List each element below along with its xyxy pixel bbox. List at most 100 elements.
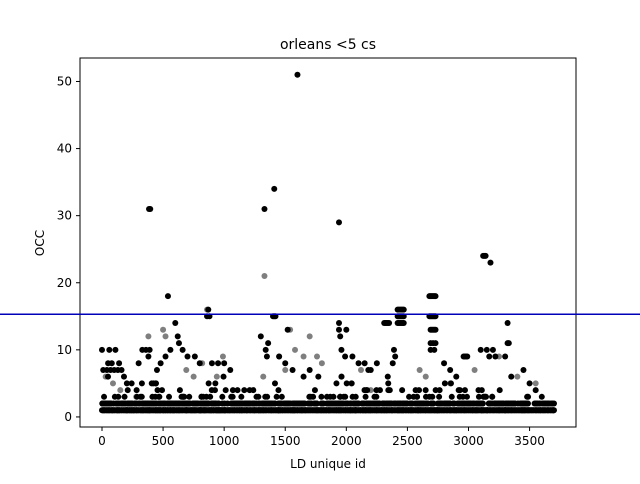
data-point xyxy=(373,387,380,394)
data-point xyxy=(153,366,160,373)
data-point xyxy=(416,387,423,394)
data-point xyxy=(250,387,257,394)
data-point xyxy=(487,259,494,266)
data-point xyxy=(124,387,131,394)
plot-area xyxy=(0,57,640,428)
data-point xyxy=(106,346,113,353)
data-point xyxy=(432,293,439,300)
x-tick-label: 1500 xyxy=(270,434,301,448)
data-point xyxy=(496,387,503,394)
data-point xyxy=(441,360,448,367)
data-point xyxy=(349,353,356,360)
data-point xyxy=(373,360,380,367)
data-point xyxy=(390,346,397,353)
data-point xyxy=(365,366,372,373)
data-point xyxy=(110,400,117,407)
x-tick-label: 2000 xyxy=(331,434,362,448)
data-point xyxy=(262,346,269,353)
data-point xyxy=(220,373,227,380)
data-point xyxy=(399,387,406,394)
data-point xyxy=(253,393,260,400)
data-point xyxy=(227,366,234,373)
data-point xyxy=(102,373,109,380)
data-point xyxy=(300,353,307,360)
data-point xyxy=(229,393,236,400)
data-point xyxy=(330,393,337,400)
data-point xyxy=(118,366,125,373)
data-point xyxy=(430,400,437,407)
data-point xyxy=(456,387,463,394)
data-point xyxy=(489,346,496,353)
data-point xyxy=(489,393,496,400)
data-point xyxy=(477,346,484,353)
data-point xyxy=(186,393,193,400)
data-point xyxy=(343,326,350,333)
data-point xyxy=(315,373,322,380)
data-point xyxy=(479,400,486,407)
data-point xyxy=(525,393,532,400)
data-point xyxy=(318,393,325,400)
data-point xyxy=(282,360,289,367)
data-point xyxy=(145,333,152,340)
data-point xyxy=(406,393,413,400)
data-point xyxy=(108,360,115,367)
data-point xyxy=(436,393,443,400)
x-tick-label: 1000 xyxy=(209,434,240,448)
data-point xyxy=(429,393,436,400)
data-point xyxy=(261,205,268,212)
data-point xyxy=(133,393,140,400)
data-point xyxy=(550,407,557,414)
data-point xyxy=(333,380,340,387)
data-point xyxy=(538,393,545,400)
data-point xyxy=(338,346,345,353)
data-point xyxy=(532,387,539,394)
data-point xyxy=(482,252,489,259)
data-point xyxy=(432,326,439,333)
data-point xyxy=(464,353,471,360)
data-point xyxy=(448,393,455,400)
data-point xyxy=(179,393,186,400)
data-point xyxy=(156,393,163,400)
y-tick-label: 50 xyxy=(57,74,72,88)
data-point xyxy=(313,400,320,407)
data-point xyxy=(116,360,123,367)
data-point xyxy=(184,353,191,360)
data-point xyxy=(300,373,307,380)
data-point xyxy=(511,400,518,407)
data-point xyxy=(196,360,203,367)
data-point xyxy=(416,366,423,373)
data-point xyxy=(408,400,415,407)
data-point xyxy=(361,360,368,367)
data-point xyxy=(166,393,173,400)
data-point xyxy=(392,353,399,360)
data-point xyxy=(215,360,222,367)
data-point xyxy=(342,353,349,360)
data-point xyxy=(343,380,350,387)
data-point xyxy=(335,326,342,333)
data-point xyxy=(431,346,438,353)
data-point xyxy=(348,380,355,387)
data-point xyxy=(172,320,179,327)
data-point xyxy=(400,306,407,313)
data-point xyxy=(306,366,313,373)
data-point xyxy=(422,393,429,400)
data-point xyxy=(152,380,159,387)
data-point xyxy=(190,373,197,380)
data-point xyxy=(149,393,156,400)
data-point xyxy=(120,373,127,380)
data-point xyxy=(338,373,345,380)
data-point xyxy=(379,400,386,407)
data-point xyxy=(422,373,429,380)
data-point xyxy=(508,373,515,380)
plot-frame xyxy=(79,57,577,428)
data-point xyxy=(544,400,551,407)
data-point xyxy=(176,387,183,394)
data-point xyxy=(265,340,272,347)
data-point xyxy=(123,380,130,387)
data-point xyxy=(310,393,317,400)
data-point xyxy=(526,380,533,387)
data-point xyxy=(551,400,558,407)
data-point xyxy=(323,393,330,400)
